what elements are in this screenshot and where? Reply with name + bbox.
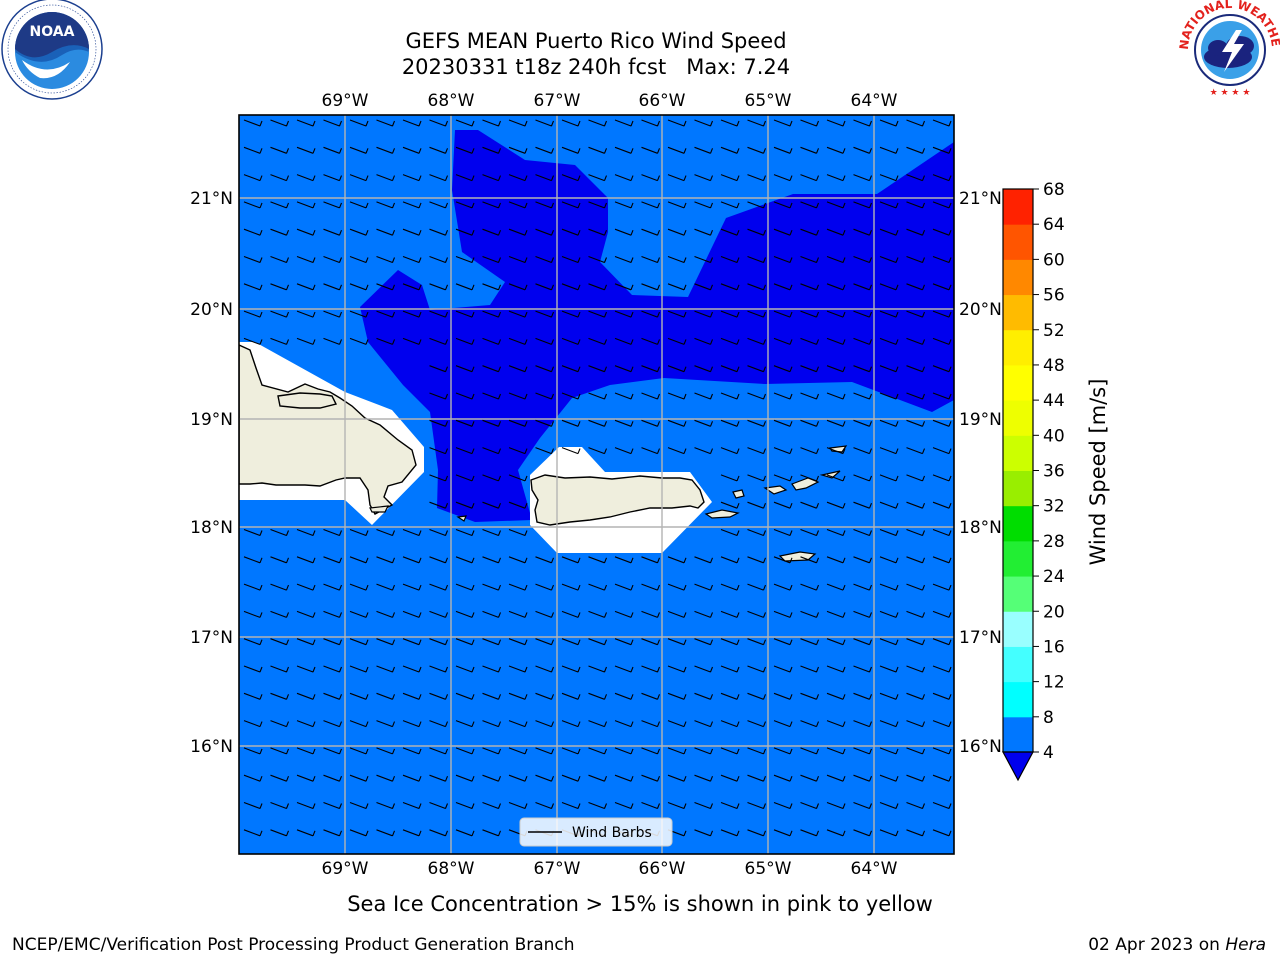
lon-label: 69°W bbox=[322, 859, 369, 879]
colorbar-tick-label: 8 bbox=[1043, 708, 1054, 728]
wind-barbs bbox=[243, 119, 952, 837]
lat-label: 21°N bbox=[959, 189, 1002, 209]
colorbar-tick-label: 60 bbox=[1043, 250, 1065, 270]
lat-label: 18°N bbox=[959, 518, 1002, 538]
lon-label: 68°W bbox=[428, 91, 475, 111]
colorbar-segment bbox=[1003, 189, 1033, 225]
lat-label: 17°N bbox=[959, 628, 1002, 648]
lon-label: 64°W bbox=[851, 859, 898, 879]
lat-label: 21°N bbox=[190, 189, 233, 209]
colorbar-tick-label: 48 bbox=[1043, 356, 1065, 376]
lat-label: 17°N bbox=[190, 628, 233, 648]
wind-contour-low bbox=[360, 130, 954, 522]
lat-label: 16°N bbox=[190, 737, 233, 757]
colorbar-tick-label: 52 bbox=[1043, 321, 1065, 341]
virgin-islands-2 bbox=[791, 477, 820, 491]
colorbar-segment bbox=[1003, 540, 1033, 577]
lon-label: 69°W bbox=[322, 91, 369, 111]
footer-branch: NCEP/EMC/Verification Post Processing Pr… bbox=[12, 935, 575, 955]
colorbar-tick-label: 32 bbox=[1043, 497, 1065, 517]
colorbar-segment bbox=[1003, 364, 1033, 401]
sea-ice-caption: Sea Ice Concentration > 15% is shown in … bbox=[347, 892, 933, 916]
colorbar-segment bbox=[1003, 435, 1033, 471]
lon-label: 68°W bbox=[428, 859, 475, 879]
puerto-rico-land bbox=[530, 474, 705, 526]
colorbar-tick-label: 64 bbox=[1043, 215, 1065, 235]
colorbar-tick-label: 20 bbox=[1043, 602, 1065, 622]
colorbar-tick-label: 56 bbox=[1043, 286, 1065, 306]
hispaniola-land bbox=[239, 344, 417, 515]
colorbar-segment bbox=[1003, 259, 1033, 296]
colorbar-segment bbox=[1003, 400, 1033, 436]
colorbar-tick-label: 24 bbox=[1043, 567, 1065, 587]
colorbar-label: Wind Speed [m/s] bbox=[1086, 379, 1110, 566]
lon-label: 66°W bbox=[639, 859, 686, 879]
lat-labels-left: 21°N 20°N 19°N 18°N 17°N 16°N bbox=[190, 189, 233, 757]
lat-label: 20°N bbox=[190, 300, 233, 320]
nws-stars-icon: ★ ★ ★ ★ bbox=[1210, 88, 1251, 98]
legend-label: Wind Barbs bbox=[572, 825, 652, 841]
wind-barb-field bbox=[243, 119, 952, 837]
virgin-islands-3 bbox=[819, 470, 841, 479]
colorbar-segment bbox=[1003, 294, 1033, 331]
lat-label: 19°N bbox=[959, 410, 1002, 430]
colorbar-segment bbox=[1003, 716, 1033, 753]
colorbar-tick-label: 4 bbox=[1043, 743, 1054, 763]
colorbar-tick-label: 44 bbox=[1043, 391, 1065, 411]
colorbar-underflow-arrow bbox=[1001, 751, 1035, 782]
colorbar-tick-label: 16 bbox=[1043, 637, 1065, 657]
colorbar-tick-label: 36 bbox=[1043, 462, 1065, 482]
lon-label: 67°W bbox=[534, 91, 581, 111]
graticule bbox=[239, 115, 954, 854]
lat-label: 20°N bbox=[959, 300, 1002, 320]
map-panel: Wind Barbs bbox=[239, 115, 954, 854]
colorbar-segment bbox=[1003, 329, 1033, 366]
colorbar-tick-label: 12 bbox=[1043, 673, 1065, 693]
colorbar-segment bbox=[1003, 470, 1033, 507]
noaa-logo-text: NOAA bbox=[30, 24, 75, 40]
lon-labels-bottom: 69°W 68°W 67°W 66°W 65°W 64°W bbox=[322, 859, 898, 879]
colorbar-segment bbox=[1003, 505, 1033, 542]
colorbar-segment bbox=[1003, 576, 1033, 612]
colorbar-segment bbox=[1003, 646, 1033, 683]
culebra-island bbox=[732, 489, 745, 499]
colorbar-tick-label: 40 bbox=[1043, 426, 1065, 446]
lon-labels-top: 69°W 68°W 67°W 66°W 65°W 64°W bbox=[322, 91, 898, 111]
lat-labels-right: 21°N 20°N 19°N 18°N 17°N 16°N bbox=[959, 189, 1002, 757]
colorbar-segment bbox=[1003, 224, 1033, 260]
colorbar-tick-label: 28 bbox=[1043, 532, 1065, 552]
virgin-islands-1 bbox=[763, 485, 788, 495]
chart-subtitle: 20230331 t18z 240h fcst Max: 7.24 bbox=[402, 55, 790, 79]
footer-machine: Hera bbox=[1225, 935, 1266, 955]
noaa-logo: NOAA bbox=[1, 0, 103, 100]
footer-date: 02 Apr 2023 on Hera bbox=[1088, 935, 1266, 955]
lon-label: 65°W bbox=[745, 91, 792, 111]
colorbar-segment bbox=[1003, 611, 1033, 647]
lon-label: 64°W bbox=[851, 91, 898, 111]
vieques-island bbox=[704, 509, 740, 519]
map-frame bbox=[238, 114, 955, 855]
mona-island bbox=[456, 515, 467, 522]
lat-label: 19°N bbox=[190, 410, 233, 430]
colorbar-tick-label: 68 bbox=[1043, 180, 1065, 200]
lat-label: 18°N bbox=[190, 518, 233, 538]
legend: Wind Barbs bbox=[519, 817, 673, 847]
hispaniola-north-coast bbox=[277, 392, 338, 409]
footer-date-text: 02 Apr 2023 on bbox=[1088, 935, 1225, 955]
lon-label: 66°W bbox=[639, 91, 686, 111]
colorbar-segment bbox=[1003, 681, 1033, 718]
lon-label: 65°W bbox=[745, 859, 792, 879]
lat-label: 16°N bbox=[959, 737, 1002, 757]
saona-island bbox=[369, 505, 390, 513]
chart-title: GEFS MEAN Puerto Rico Wind Speed bbox=[405, 29, 786, 53]
lon-label: 67°W bbox=[534, 859, 581, 879]
